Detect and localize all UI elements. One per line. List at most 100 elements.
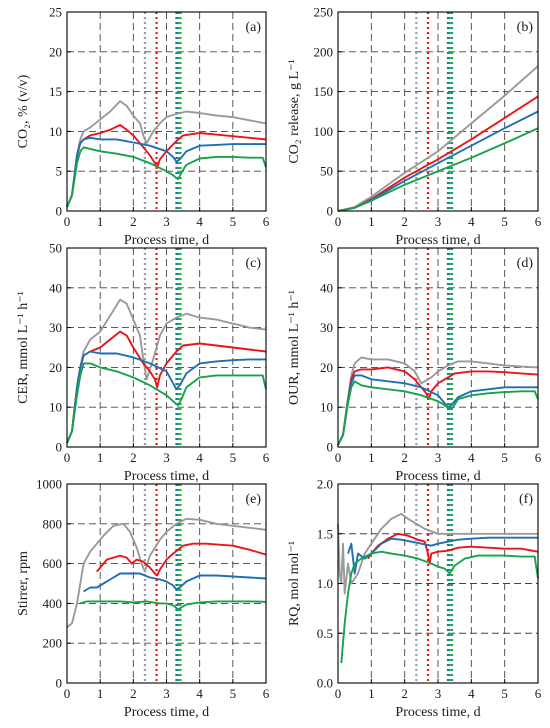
series-line-red (337, 366, 539, 446)
x-axis-label: Process time, d (124, 233, 209, 248)
x-tick-label: 5 (501, 686, 508, 701)
x-tick-label: 4 (468, 686, 475, 701)
series-line-green (66, 362, 267, 444)
series-line-blue (66, 350, 266, 444)
x-axis-label: Process time, d (124, 469, 209, 484)
x-tick-label: 4 (196, 686, 203, 701)
series-line-gray (337, 356, 539, 446)
x-tick-label: 0 (335, 214, 342, 229)
y-axis-label: RQ, mol mol⁻¹ (287, 541, 302, 626)
y-tick-label: 20 (49, 44, 62, 59)
x-axis-label: Process time, d (124, 705, 209, 720)
chart-panel: 0 1 2 3 4 5 6 0.0 0.5 1.0 1.5 2.0 (f) Process time, d… (287, 477, 542, 721)
x-tick-label: 4 (196, 450, 203, 465)
chart-panel: 0 1 2 3 4 5 6 0 50 100 150 200 250 (b) Process time, d… (287, 5, 542, 249)
y-tick-label: 200 (314, 44, 334, 59)
y-tick-label: 5 (56, 164, 63, 179)
x-tick-label: 3 (435, 450, 442, 465)
x-tick-label: 2 (401, 450, 408, 465)
y-axis-label: CO₂, % (v/v) (16, 74, 31, 148)
series-line-green (66, 146, 267, 208)
y-tick-label: 400 (43, 596, 63, 611)
x-tick-label: 0 (335, 450, 342, 465)
y-tick-label: 100 (314, 124, 334, 139)
y-tick-label: 250 (314, 5, 334, 20)
series-line-gray (66, 517, 267, 629)
panel-label: (c) (245, 256, 261, 271)
chart-panel: 0 1 2 3 4 5 6 0 10 20 30 40 50 (d) Process time, d OUR,… (287, 241, 542, 485)
x-tick-label: 5 (230, 214, 237, 229)
y-axis-label: CER, mmol L⁻¹ h⁻¹ (16, 291, 31, 404)
y-tick-label: 0 (327, 204, 334, 219)
x-tick-label: 2 (130, 686, 137, 701)
series-line-gray (66, 100, 267, 208)
y-tick-label: 1000 (36, 477, 62, 492)
y-tick-label: 10 (320, 400, 333, 415)
x-tick-label: 2 (130, 450, 137, 465)
y-tick-label: 1.5 (317, 526, 333, 541)
series-line-blue (83, 572, 267, 593)
panel-label: (d) (517, 256, 534, 271)
x-tick-label: 3 (435, 686, 442, 701)
y-axis-label: Stirrer, rpm (16, 551, 31, 616)
y-tick-label: 20 (320, 360, 333, 375)
chart-panel: 0 1 2 3 4 5 6 0 200 400 600 800 1000 (e) Process time,… (16, 477, 270, 721)
x-tick-label: 2 (130, 214, 137, 229)
panel-label: (e) (245, 492, 261, 507)
y-tick-label: 1.0 (317, 576, 333, 591)
x-tick-label: 1 (97, 450, 104, 465)
series-line-green (337, 127, 539, 212)
x-tick-label: 3 (163, 214, 170, 229)
y-tick-label: 0 (56, 676, 63, 691)
series-line-gray (337, 512, 538, 595)
panel-label: (f) (519, 492, 533, 507)
x-tick-label: 6 (263, 214, 270, 229)
y-tick-label: 50 (49, 241, 62, 256)
y-tick-label: 0 (56, 440, 63, 455)
chart-panel: 0 1 2 3 4 5 6 0 10 20 30 40 50 (c) Process time, d CER,… (16, 241, 270, 485)
y-tick-label: 800 (43, 516, 63, 531)
x-tick-label: 3 (163, 450, 170, 465)
y-tick-label: 600 (43, 556, 63, 571)
x-tick-label: 2 (401, 686, 408, 701)
x-tick-label: 0 (335, 686, 342, 701)
series-line-blue (66, 136, 266, 208)
y-tick-label: 10 (49, 400, 62, 415)
series-line-blue (337, 374, 538, 446)
x-tick-label: 6 (263, 450, 270, 465)
x-axis-label: Process time, d (395, 469, 480, 484)
x-tick-label: 6 (535, 214, 542, 229)
y-tick-label: 50 (320, 164, 333, 179)
x-tick-label: 1 (368, 214, 375, 229)
x-tick-label: 4 (468, 214, 475, 229)
x-tick-label: 1 (368, 686, 375, 701)
x-tick-label: 5 (230, 450, 237, 465)
series-line-green (80, 600, 267, 611)
x-tick-label: 6 (535, 450, 542, 465)
y-tick-label: 20 (49, 360, 62, 375)
y-tick-label: 10 (49, 124, 62, 139)
x-tick-label: 1 (97, 214, 104, 229)
series-line-blue (347, 536, 538, 575)
series-line-red (96, 542, 267, 577)
y-tick-label: 40 (320, 280, 333, 295)
x-tick-label: 5 (230, 686, 237, 701)
x-tick-label: 2 (401, 214, 408, 229)
y-tick-label: 200 (43, 636, 63, 651)
y-tick-label: 0 (56, 204, 63, 219)
y-tick-label: 0.5 (317, 626, 333, 641)
x-tick-label: 3 (163, 686, 170, 701)
y-axis-label: CO₂ release, g L⁻¹ (287, 59, 302, 163)
y-tick-label: 0 (327, 440, 334, 455)
y-tick-label: 30 (320, 320, 333, 335)
y-tick-label: 0.0 (317, 676, 333, 691)
x-tick-label: 6 (263, 686, 270, 701)
panel-label: (a) (245, 20, 261, 35)
y-tick-label: 30 (49, 320, 62, 335)
series-line-green (337, 380, 539, 446)
y-tick-label: 25 (49, 5, 62, 20)
series-line-gray (66, 298, 267, 444)
y-tick-label: 40 (49, 280, 62, 295)
panel-label: (b) (517, 20, 534, 35)
